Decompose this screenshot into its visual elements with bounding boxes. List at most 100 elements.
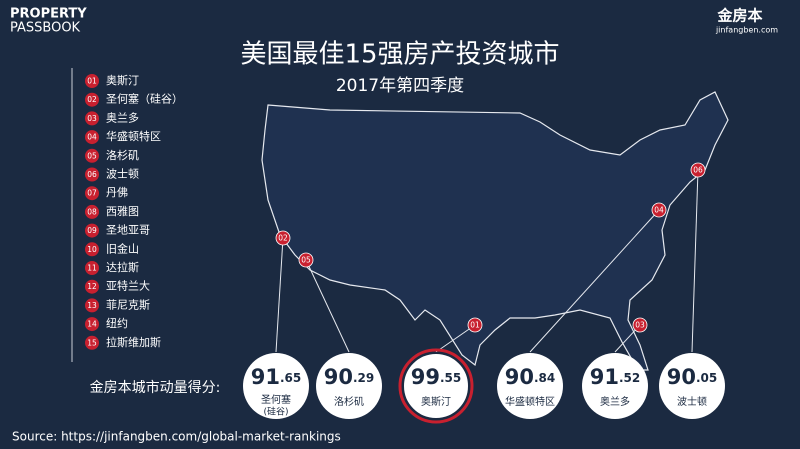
score-value: 91.52	[590, 365, 641, 389]
list-number: 07	[87, 189, 97, 198]
list-badge	[85, 261, 99, 275]
score-whole: 90	[324, 365, 353, 389]
list-city: 圣地亚哥	[106, 224, 150, 237]
score-fraction: .52	[619, 371, 640, 385]
list-city: 奥兰多	[106, 110, 139, 124]
list-number: 05	[87, 151, 97, 160]
score-city: 奥斯汀	[421, 395, 451, 408]
map-marker	[467, 317, 483, 333]
score-city: 奥兰多	[600, 395, 630, 408]
map-marker	[632, 317, 648, 333]
map-marker-label: 02	[278, 234, 288, 243]
list-city: 亚特兰大	[106, 279, 150, 293]
map-marker	[298, 252, 314, 268]
connector	[691, 169, 699, 353]
scores-label: 金房本城市动量得分:	[90, 379, 221, 396]
list-city: 洛杉矶	[106, 148, 139, 162]
score-value: 99.55	[411, 365, 462, 389]
list-city: 纽约	[106, 316, 128, 330]
subtitle: 2017年第四季度	[336, 76, 464, 96]
logo-url: jinfangben.com	[715, 26, 778, 35]
list-number: 08	[87, 207, 97, 216]
list-number: 09	[87, 226, 97, 235]
list-badge	[85, 111, 99, 126]
list-city: 丹佛	[106, 186, 128, 199]
list-badge	[85, 167, 99, 182]
list-city: 拉斯维加斯	[106, 335, 161, 349]
map-marker-label: 05	[301, 256, 311, 265]
list-number: 03	[87, 114, 97, 123]
connector	[529, 209, 660, 353]
map-marker-label: 04	[654, 206, 664, 215]
map-marker	[651, 202, 667, 218]
score-city: 圣何塞	[261, 393, 291, 406]
score-whole: 91	[251, 365, 280, 389]
score-circle	[582, 353, 648, 419]
list-number: 14	[87, 320, 97, 329]
score-circle	[497, 353, 563, 419]
list-badge	[85, 186, 99, 201]
score-fraction: .55	[440, 371, 461, 385]
list-badge	[85, 279, 99, 294]
map-marker-label: 06	[693, 166, 703, 175]
list-city: 旧金山	[106, 241, 139, 255]
list-badge	[85, 204, 99, 219]
connector	[275, 237, 284, 353]
list-number: 06	[87, 170, 97, 179]
list-city: 西雅图	[106, 204, 139, 218]
list-city: 华盛顿特区	[106, 129, 161, 143]
score-value: 90.84	[505, 365, 556, 389]
map-marker-label: 01	[470, 321, 480, 330]
score-value: 90.29	[324, 365, 375, 389]
score-whole: 90	[505, 365, 534, 389]
list-city: 奥斯汀	[106, 73, 139, 87]
score-ring	[398, 348, 474, 424]
list-badge	[85, 223, 99, 238]
list-number: 01	[87, 77, 97, 86]
list-number: 04	[87, 133, 97, 142]
score-city: 华盛顿特区	[505, 395, 555, 408]
brand-top: PROPERTY	[10, 7, 87, 22]
list-badge	[85, 335, 99, 350]
connector-lines	[275, 169, 699, 353]
list-badge	[85, 317, 99, 332]
title: 美国最佳15强房产投资城市	[240, 40, 559, 70]
score-circle	[402, 352, 470, 420]
score-whole: 99	[411, 365, 440, 389]
score-city-note: (硅谷)	[263, 406, 288, 418]
score-city: 波士顿	[677, 395, 707, 408]
list-number: 02	[87, 95, 97, 104]
score-value: 91.65	[251, 365, 302, 389]
score-whole: 91	[590, 365, 619, 389]
score-whole: 90	[667, 365, 696, 389]
list-badge	[85, 148, 99, 163]
score-circle	[659, 353, 725, 419]
list-city: 达拉斯	[106, 260, 139, 274]
map-marker-label: 03	[635, 321, 645, 330]
logo-name: 金房本	[716, 7, 762, 25]
connector	[305, 259, 350, 353]
list-number: 10	[87, 245, 97, 254]
score-fraction: .05	[696, 371, 717, 385]
list-city: 菲尼克斯	[106, 298, 150, 311]
list-city: 圣何塞（硅谷）	[106, 92, 183, 106]
score-city: 洛杉矶	[334, 395, 364, 408]
list-number: 13	[87, 301, 97, 310]
list-number: 11	[87, 264, 97, 273]
list-number: 15	[87, 338, 97, 347]
score-fraction: .29	[353, 371, 374, 385]
list-badge	[85, 130, 99, 145]
list-number: 12	[87, 282, 97, 291]
map-marker	[690, 162, 706, 178]
list-city: 波士顿	[106, 167, 139, 181]
score-value: 90.05	[667, 365, 718, 389]
score-circle	[243, 353, 309, 419]
connector	[435, 324, 476, 353]
score-fraction: .65	[280, 371, 301, 385]
map-marker	[275, 230, 291, 246]
score-fraction: .84	[534, 371, 555, 385]
source: Source: https://jinfangben.com/global-ma…	[12, 430, 341, 444]
list-badge	[85, 298, 99, 313]
list-badge	[85, 92, 99, 107]
